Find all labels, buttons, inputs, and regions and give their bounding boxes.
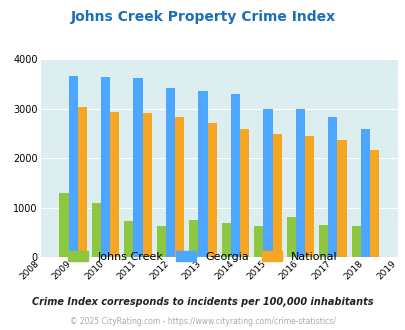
Bar — [92, 203, 101, 257]
Bar — [337, 140, 346, 257]
Bar — [360, 129, 369, 257]
Bar — [101, 77, 110, 257]
Text: Crime Index corresponds to incidents per 100,000 inhabitants: Crime Index corresponds to incidents per… — [32, 297, 373, 307]
Bar — [124, 220, 133, 257]
Bar — [166, 88, 175, 257]
Bar — [207, 123, 216, 257]
Bar — [254, 226, 263, 257]
Bar — [175, 117, 184, 257]
Bar — [133, 78, 142, 257]
Bar — [263, 109, 272, 257]
Text: © 2025 CityRating.com - https://www.cityrating.com/crime-statistics/: © 2025 CityRating.com - https://www.city… — [70, 317, 335, 326]
Bar — [189, 220, 198, 257]
Text: Johns Creek Property Crime Index: Johns Creek Property Crime Index — [70, 10, 335, 24]
Bar — [272, 134, 281, 257]
Bar — [369, 150, 378, 257]
Bar — [142, 114, 151, 257]
Bar — [304, 136, 313, 257]
Bar — [295, 109, 304, 257]
Bar — [110, 112, 119, 257]
Bar — [239, 129, 249, 257]
Bar — [318, 225, 328, 257]
Bar — [351, 226, 360, 257]
Bar — [286, 217, 295, 257]
Bar — [328, 116, 337, 257]
Bar — [77, 107, 87, 257]
Bar — [59, 193, 68, 257]
Bar — [230, 94, 239, 257]
Bar — [156, 226, 166, 257]
Legend: Johns Creek, Georgia, National: Johns Creek, Georgia, National — [64, 247, 341, 267]
Bar — [68, 76, 77, 257]
Bar — [198, 91, 207, 257]
Bar — [221, 223, 230, 257]
